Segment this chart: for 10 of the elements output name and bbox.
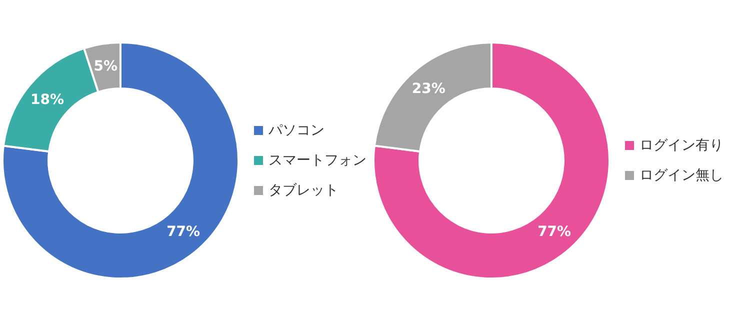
legend-label: スマートフォン <box>268 152 366 168</box>
legend-label: ログイン有り <box>640 138 724 154</box>
legend-label: パソコン <box>268 122 324 138</box>
data-label: 77% <box>538 224 572 240</box>
legend-label: タブレット <box>268 182 338 198</box>
data-label: 18% <box>30 92 64 108</box>
legend-label: ログイン無し <box>640 168 724 184</box>
data-label: 23% <box>412 81 446 98</box>
data-label: 77% <box>166 224 200 240</box>
data-label: 5% <box>94 58 118 75</box>
